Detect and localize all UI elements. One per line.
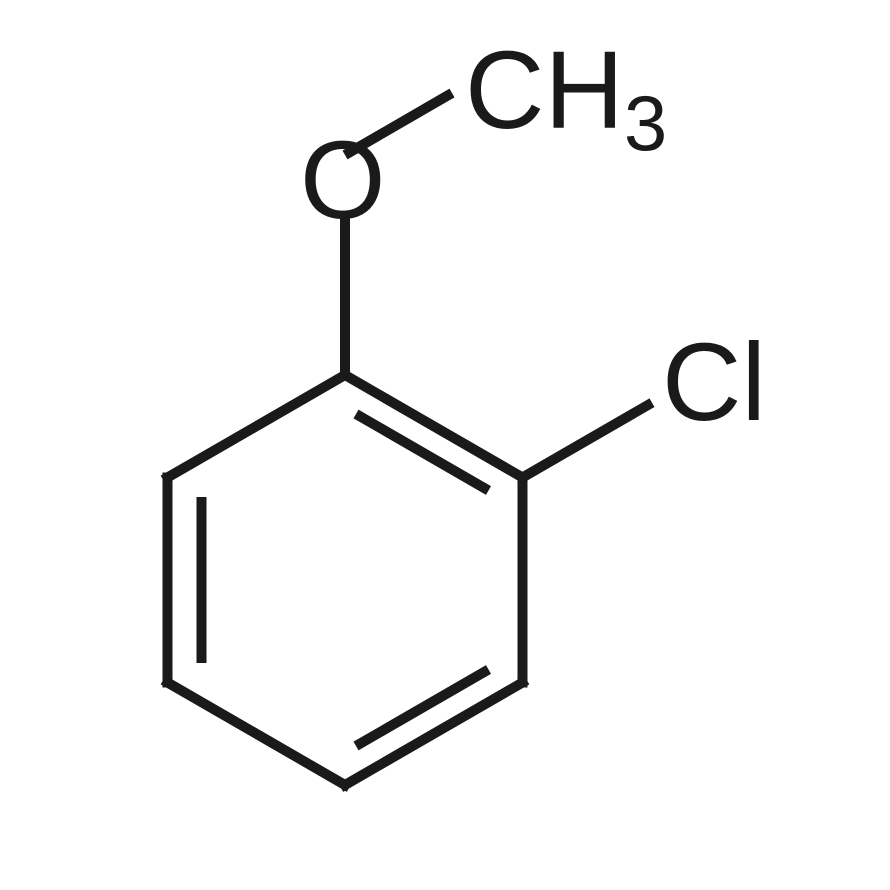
molecule-diagram: O CH3 Cl: [0, 0, 890, 890]
chlorine-label: Cl: [662, 321, 766, 444]
double-bond-c3-c4: [356, 670, 489, 747]
subscript-3: 3: [624, 79, 667, 167]
bond-c6-c1: [168, 375, 346, 478]
bond-c4-c5: [168, 683, 346, 786]
bond-c2-cl: [523, 403, 653, 478]
double-bond-c1-c2: [356, 414, 489, 491]
methyl-label: CH3: [465, 29, 667, 167]
benzene-ring: [168, 375, 523, 785]
oxygen-label: O: [300, 119, 386, 242]
